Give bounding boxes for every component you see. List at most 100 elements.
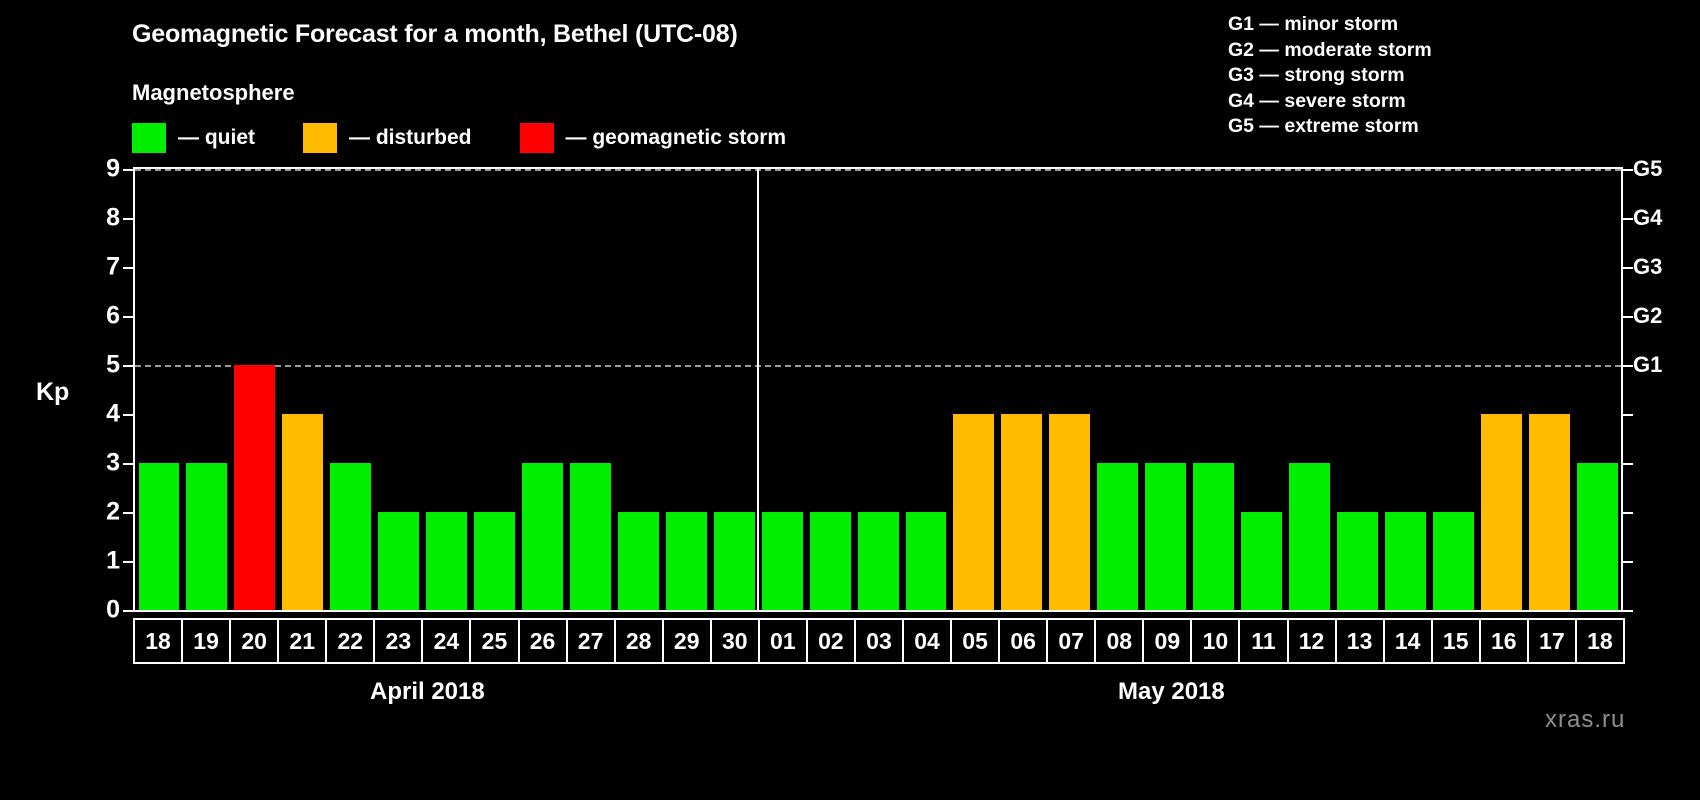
day-label-20: 20 [229,618,280,664]
legend-item-storm: — geomagnetic storm [519,123,787,153]
day-label-09: 09 [1142,618,1193,664]
y-tick-right-0 [1623,610,1633,612]
day-label-12: 12 [1286,618,1337,664]
bar-may-14 [1384,512,1426,610]
bar-may-18 [1576,463,1618,610]
gridline-kp-5 [135,365,1621,367]
bar-slot [758,169,806,610]
bar-slot [854,169,902,610]
day-label-01: 01 [757,618,808,664]
bar-slot [1190,169,1238,610]
day-label-18: 18 [1574,618,1625,664]
y-tick-label-3: 3 [106,448,120,477]
bar-slot [950,169,998,610]
y-tick-left-4 [123,414,133,416]
bar-april-18 [138,463,180,610]
y-tick-label-9: 9 [106,154,120,183]
bar-slot [231,169,279,610]
gscale-line-3: G3 — strong storm [1228,64,1405,86]
bar-may-11 [1241,512,1282,610]
legend-label-quiet: — quiet [178,126,255,149]
legend: — quiet — disturbed — geomagnetic storm [132,123,834,153]
legend-item-quiet: — quiet [132,123,255,153]
bar-slot [279,169,327,610]
y-tick-left-2 [123,512,133,514]
bar-slot [614,169,662,610]
day-label-22: 22 [325,618,376,664]
bar-april-19 [186,463,228,610]
y-axis-left: 9 8 7 6 5 4 3 2 1 0 [58,156,120,622]
day-label-04: 04 [902,618,953,664]
bar-april-22 [330,463,372,610]
bar-slot [375,169,423,610]
legend-label-disturbed: — disturbed [349,126,472,149]
bar-april-24 [426,512,468,610]
day-label-19: 19 [181,618,232,664]
bar-slot [471,169,519,610]
y-axis-caption: Kp [36,378,70,406]
day-label-07: 07 [1046,618,1097,664]
y-tick-left-6 [123,316,133,318]
section-title: Magnetosphere [132,80,295,105]
bar-slot [423,169,471,610]
bar-slot [1429,169,1477,610]
y-tick-label-G3: G3 [1633,254,1663,279]
day-label-24: 24 [421,618,472,664]
legend-swatch-storm [519,123,554,153]
bar-slot [1573,169,1621,610]
watermark: xras.ru [1545,706,1626,733]
y-tick-right-2 [1623,512,1633,514]
bar-slot [998,169,1046,610]
bar-may-08 [1097,463,1139,610]
y-tick-right-7 [1623,267,1633,269]
day-label-16: 16 [1478,618,1529,664]
bar-slot [806,169,854,610]
day-label-28: 28 [613,618,664,664]
bar-april-20 [234,365,276,610]
day-label-26: 26 [517,618,568,664]
y-tick-label-4: 4 [106,399,120,428]
bar-may-07 [1049,414,1091,610]
day-label-05: 05 [950,618,1001,664]
bar-may-09 [1145,463,1187,610]
gridline-kp-9 [135,169,1621,171]
y-tick-label-G1: G1 [1633,352,1663,377]
y-tick-left-3 [123,463,133,465]
y-tick-label-G4: G4 [1633,205,1663,230]
y-tick-right-1 [1623,561,1633,563]
bar-may-16 [1480,414,1522,610]
y-tick-left-8 [123,218,133,220]
y-tick-label-G2: G2 [1633,303,1663,328]
y-tick-label-7: 7 [106,252,120,281]
y-tick-left-0 [123,610,133,612]
day-label-25: 25 [469,618,520,664]
y-tick-right-3 [1623,463,1633,465]
bar-slot [183,169,231,610]
bar-april-28 [617,512,659,610]
bar-slot [902,169,950,610]
bar-april-30 [713,512,755,610]
bar-may-04 [905,512,947,610]
y-tick-label-6: 6 [106,301,120,330]
y-tick-label-5: 5 [106,350,120,379]
y-tick-label-2: 2 [106,497,120,526]
bar-april-26 [522,463,563,610]
plot-area [123,167,1633,612]
month-divider [757,169,760,610]
bar-may-10 [1193,463,1235,610]
bar-slot [519,169,567,610]
bar-slot [327,169,375,610]
day-label-18: 18 [133,618,184,664]
bar-may-01 [761,512,803,610]
y-tick-label-8: 8 [106,203,120,232]
day-label-21: 21 [277,618,328,664]
y-tick-right-9 [1623,169,1633,171]
bar-april-21 [282,414,324,610]
y-axis-right: G5 G4 G3 G2 G1 [1633,158,1697,612]
bar-may-06 [1001,414,1043,610]
legend-label-storm: — geomagnetic storm [565,126,787,149]
day-label-02: 02 [805,618,856,664]
y-tick-left-7 [123,267,133,269]
gscale-line-5: G5 — extreme storm [1228,115,1419,137]
day-label-03: 03 [853,618,904,664]
